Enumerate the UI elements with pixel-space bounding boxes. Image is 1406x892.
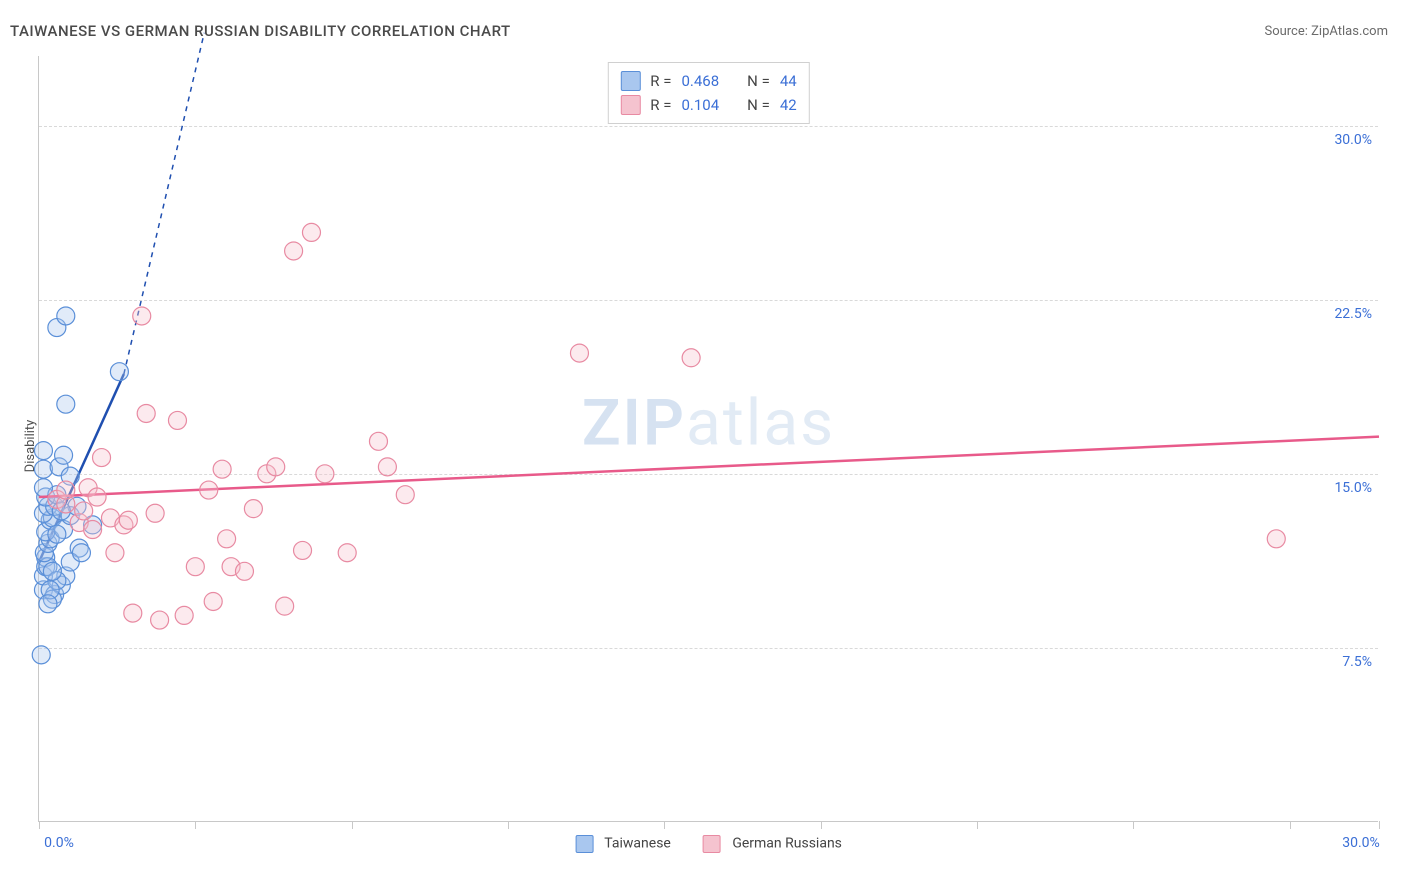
data-point-german_russians (106, 544, 124, 562)
swatch-taiwanese (575, 835, 593, 853)
data-point-german_russians (146, 504, 164, 522)
data-point-german_russians (200, 481, 218, 499)
data-point-german_russians (369, 432, 387, 450)
legend-item-german-russians: German Russians (703, 835, 842, 853)
data-point-german_russians (338, 544, 356, 562)
data-point-taiwanese (57, 395, 75, 413)
r-value-taiwanese: 0.468 (681, 72, 719, 90)
r-label: R = (650, 96, 671, 114)
data-point-taiwanese (110, 363, 128, 381)
x-tick (508, 821, 509, 829)
x-tick-label: 30.0% (1342, 835, 1380, 851)
data-point-german_russians (133, 307, 151, 325)
data-point-german_russians (302, 223, 320, 241)
swatch-german-russians (620, 95, 640, 115)
n-label: N = (747, 72, 770, 90)
data-point-german_russians (93, 449, 111, 467)
n-label: N = (747, 96, 770, 114)
legend-item-taiwanese: Taiwanese (575, 835, 671, 853)
data-point-german_russians (682, 349, 700, 367)
data-point-german_russians (244, 500, 262, 518)
r-value-german-russians: 0.104 (681, 96, 719, 114)
x-tick (664, 821, 665, 829)
data-point-german_russians (204, 592, 222, 610)
plot-area: ZIPatlas 7.5%15.0%22.5%30.0% 0.0%30.0% R… (38, 56, 1378, 822)
data-point-taiwanese (34, 442, 52, 460)
legend-label-taiwanese: Taiwanese (604, 836, 671, 852)
data-point-taiwanese (72, 544, 90, 562)
data-point-german_russians (378, 458, 396, 476)
n-value-taiwanese: 44 (780, 72, 797, 90)
data-point-german_russians (137, 404, 155, 422)
data-point-german_russians (396, 486, 414, 504)
x-tick (352, 821, 353, 829)
x-tick (977, 821, 978, 829)
data-point-german_russians (57, 481, 75, 499)
data-point-german_russians (84, 521, 102, 539)
data-point-german_russians (285, 242, 303, 260)
data-point-german_russians (218, 530, 236, 548)
swatch-german-russians (703, 835, 721, 853)
r-label: R = (650, 72, 671, 90)
x-tick (1290, 821, 1291, 829)
data-point-german_russians (88, 488, 106, 506)
bottom-legend: Taiwanese German Russians (575, 835, 842, 853)
data-point-german_russians (267, 458, 285, 476)
n-value-german-russians: 42 (780, 96, 797, 114)
source-attribution: Source: ZipAtlas.com (1264, 24, 1388, 39)
data-point-german_russians (570, 344, 588, 362)
stat-row-taiwanese: R = 0.468 N = 44 (620, 69, 796, 93)
stat-row-german-russians: R = 0.104 N = 42 (620, 93, 796, 117)
data-point-german_russians (276, 597, 294, 615)
trend-line-german_russians (39, 437, 1379, 497)
data-point-taiwanese (55, 446, 73, 464)
scatter-svg (39, 56, 1378, 821)
x-tick-label: 0.0% (44, 835, 74, 851)
legend-label-german-russians: German Russians (732, 836, 842, 852)
chart-title: TAIWANESE VS GERMAN RUSSIAN DISABILITY C… (10, 22, 511, 40)
data-point-taiwanese (48, 525, 66, 543)
data-point-taiwanese (39, 595, 57, 613)
data-point-german_russians (316, 465, 334, 483)
data-point-taiwanese (57, 307, 75, 325)
data-point-taiwanese (34, 460, 52, 478)
correlation-stats-box: R = 0.468 N = 44 R = 0.104 N = 42 (607, 62, 809, 124)
x-tick (1133, 821, 1134, 829)
data-point-german_russians (151, 611, 169, 629)
data-point-german_russians (235, 562, 253, 580)
x-tick (39, 821, 40, 829)
x-tick (195, 821, 196, 829)
data-point-german_russians (124, 604, 142, 622)
data-point-german_russians (213, 460, 231, 478)
data-point-german_russians (75, 502, 93, 520)
data-point-german_russians (186, 558, 204, 576)
data-point-german_russians (119, 511, 137, 529)
x-tick (821, 821, 822, 829)
data-point-german_russians (168, 411, 186, 429)
data-point-german_russians (1267, 530, 1285, 548)
data-point-taiwanese (32, 646, 50, 664)
data-point-german_russians (175, 606, 193, 624)
swatch-taiwanese (620, 71, 640, 91)
data-point-german_russians (294, 541, 312, 559)
data-point-taiwanese (43, 562, 61, 580)
x-tick (1379, 821, 1380, 829)
